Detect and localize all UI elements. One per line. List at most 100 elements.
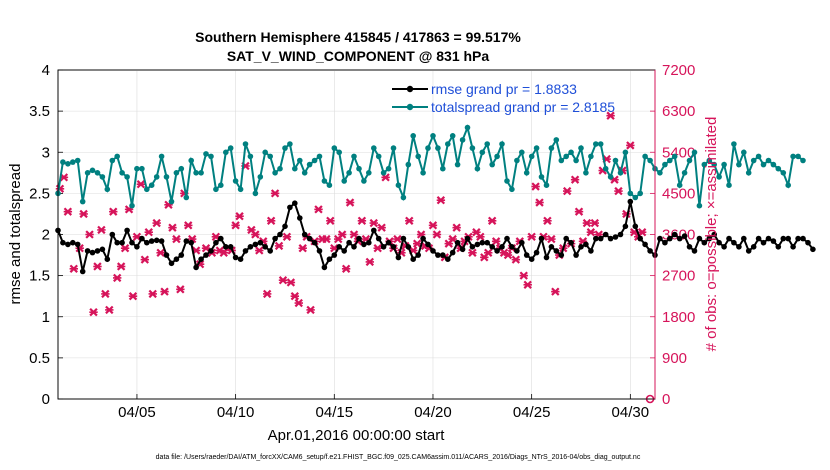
rmse-point	[297, 215, 303, 221]
obs-assimilated-point	[428, 221, 438, 230]
x-axis-label: Apr.01,2016 00:00:00 start	[268, 427, 446, 444]
obs-assimilated-point	[412, 239, 422, 248]
obs-assimilated-point	[365, 257, 375, 267]
rmse-point	[588, 248, 594, 254]
obs-assimilated-point	[113, 273, 122, 283]
obs-assimilated-point	[626, 141, 635, 150]
rmse-point	[657, 235, 663, 242]
obs-assimilated-point	[322, 234, 331, 244]
totalspread-point	[514, 157, 520, 164]
totalspread-point	[593, 141, 599, 147]
rmse-point	[647, 248, 653, 254]
totalspread-point	[568, 149, 574, 156]
totalspread-point	[528, 153, 535, 160]
rmse-point	[129, 239, 135, 246]
rmse-point	[632, 223, 639, 230]
totalspread-point	[227, 145, 234, 151]
totalspread-point	[499, 141, 505, 147]
totalspread-point	[316, 153, 323, 160]
obs-assimilated-point	[476, 232, 485, 241]
y-right-tick-label: 5400	[662, 144, 695, 161]
y-tick-label: 2	[42, 227, 50, 244]
obs-assimilated-point	[160, 287, 169, 296]
rmse-point	[277, 231, 283, 238]
totalspread-point	[795, 153, 801, 160]
rmse-point	[227, 244, 234, 250]
rmse-point	[523, 252, 530, 258]
obs-assimilated-point	[535, 198, 544, 207]
legend-spread-label: totalspread grand pr = 2.8185	[431, 99, 615, 115]
rmse-point	[208, 248, 214, 254]
y-axis-right-label: # of obs: o=possible; ×=assimilated	[703, 117, 720, 352]
rmse-point	[316, 248, 323, 254]
rmse-point	[213, 239, 219, 246]
totalspread-point	[632, 194, 639, 201]
totalspread-point	[89, 167, 96, 174]
totalspread-point	[681, 170, 688, 176]
totalspread-point	[366, 170, 372, 176]
rmse-point	[183, 238, 190, 244]
rmse-point	[104, 256, 111, 263]
obs-assimilated-point	[290, 292, 300, 301]
totalspread-point	[178, 165, 185, 172]
rmse-point	[395, 254, 402, 261]
totalspread-point	[469, 145, 476, 151]
totalspread-point	[415, 153, 422, 160]
obs-assimilated-point	[543, 216, 552, 225]
obs-assimilated-point	[120, 244, 130, 253]
obs-assimilated-point	[468, 248, 477, 257]
rmse-point	[341, 248, 348, 254]
totalspread-point	[790, 153, 796, 160]
totalspread-point	[223, 149, 229, 156]
rmse-point	[736, 244, 742, 250]
totalspread-point	[538, 174, 545, 180]
rmse-point	[454, 239, 461, 246]
rmse-point	[79, 268, 86, 275]
rmse-point	[528, 256, 535, 263]
totalspread-point	[726, 182, 732, 188]
totalspread-point	[380, 170, 387, 176]
rmse-point	[637, 235, 643, 242]
totalspread-point	[277, 165, 283, 172]
rmse-point	[232, 254, 239, 261]
totalspread-point	[218, 182, 224, 188]
rmse-point	[731, 239, 737, 246]
totalspread-point	[449, 133, 456, 139]
obs-assimilated-point	[184, 221, 193, 230]
rmse-point	[607, 235, 614, 242]
rmse-point	[593, 235, 599, 242]
obs-assimilated-point	[436, 196, 446, 205]
rmse-point	[548, 244, 555, 250]
rmse-point	[612, 234, 619, 240]
totalspread-point	[519, 149, 525, 156]
obs-assimilated-point	[562, 186, 572, 196]
obs-assimilated-point	[405, 216, 414, 225]
totalspread-point	[272, 170, 278, 176]
totalspread-point	[361, 178, 367, 184]
totalspread-point	[385, 165, 392, 172]
totalspread-point	[257, 174, 264, 180]
y-right-tick-label: 4500	[662, 185, 695, 202]
totalspread-point	[311, 157, 318, 164]
obs-assimilated-point	[606, 111, 615, 120]
rmse-point	[671, 231, 678, 238]
rmse-point	[380, 244, 387, 250]
rmse-point	[573, 252, 579, 258]
obs-assimilated-point	[369, 218, 378, 228]
left-axis-ticks: 0 0.5 1 1.5 2 2.5 3 3.5 4	[29, 62, 63, 408]
obs-assimilated-point	[116, 262, 126, 271]
rmse-point	[681, 233, 688, 239]
totalspread-point	[775, 165, 782, 172]
rmse-point	[375, 235, 382, 242]
totalspread-point	[114, 153, 120, 160]
obs-assimilated-point	[527, 232, 536, 241]
rmse-point	[479, 239, 486, 246]
totalspread-point	[597, 141, 604, 147]
totalspread-point	[691, 149, 698, 156]
y-right-tick-label: 6300	[662, 103, 695, 120]
obs-assimilated-point	[590, 218, 600, 228]
rmse-point	[178, 252, 185, 258]
rmse-point	[144, 239, 150, 246]
rmse-point	[385, 239, 392, 246]
